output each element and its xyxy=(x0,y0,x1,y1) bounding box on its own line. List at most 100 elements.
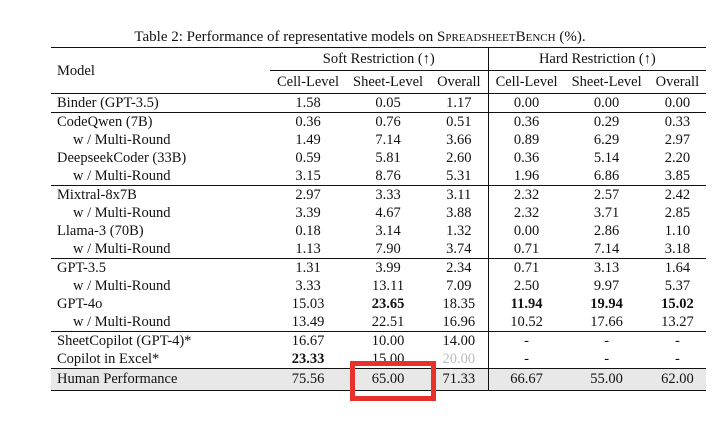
cell-value: 0.00 xyxy=(513,95,540,111)
table-row: w / Multi-Round 3.39 4.67 3.88 2.32 3.71… xyxy=(51,204,706,222)
model-name: Copilot in Excel* xyxy=(57,351,160,367)
table-row: Mixtral-8x7B 2.97 3.33 3.11 2.32 2.57 2.… xyxy=(51,185,707,204)
cell-value: 2.57 xyxy=(593,187,620,203)
cell-value: 18.35 xyxy=(430,295,489,313)
cell-value: 5.81 xyxy=(375,150,401,166)
table-row: w / Multi-Round 1.13 7.90 3.74 0.71 7.14… xyxy=(51,240,706,259)
table-row: SheetCopilot (GPT-4)* 16.67 10.00 14.00 … xyxy=(51,331,707,350)
model-name: GPT-3.5 xyxy=(57,260,107,276)
cell-value: 7.14 xyxy=(375,132,401,148)
cell-value: 0.36 xyxy=(295,114,321,130)
cell-value: 65.00 xyxy=(346,368,431,391)
cell-value: 0.18 xyxy=(295,223,321,239)
cell-value: 3.33 xyxy=(375,187,401,203)
cell-value: - xyxy=(524,351,529,367)
cell-value: 0.29 xyxy=(593,114,620,130)
model-name: w / Multi-Round xyxy=(73,205,171,221)
model-name: SheetCopilot (GPT-4)* xyxy=(57,333,192,349)
results-table: Model Soft Restriction (↑) Hard Restrict… xyxy=(51,47,707,391)
cell-value: 10.52 xyxy=(510,314,543,330)
table-row: Binder (GPT-3.5) 1.58 0.05 1.17 0.00 0.0… xyxy=(51,93,706,113)
header-hard-sheet: Sheet-Level xyxy=(564,70,649,94)
cell-value: 3.15 xyxy=(295,168,321,184)
model-name: w / Multi-Round xyxy=(73,314,171,330)
cell-value: 1.49 xyxy=(295,132,321,148)
cell-value: 3.74 xyxy=(430,240,489,259)
model-name: Human Performance xyxy=(51,368,270,391)
cell-value: 0.59 xyxy=(295,150,321,166)
cell-value: 0.36 xyxy=(513,114,540,130)
cell-value-highlighted: 71.33 xyxy=(430,368,489,391)
cell-value: 1.13 xyxy=(295,241,321,257)
cell-value: 3.11 xyxy=(430,185,489,204)
cell-value: 0.36 xyxy=(513,150,540,166)
cell-value: - xyxy=(674,333,680,349)
table-caption: Table 2: Performance of representative m… xyxy=(0,29,720,46)
cell-value: 3.33 xyxy=(295,278,321,294)
cell-value: 66.67 xyxy=(488,368,565,391)
cell-value: 5.31 xyxy=(430,167,489,186)
cell-value: 1.31 xyxy=(295,260,321,276)
cell-value: 0.76 xyxy=(375,114,401,130)
cell-value: 2.42 xyxy=(664,187,691,203)
cell-value: 3.88 xyxy=(430,204,489,222)
cell-value: 14.00 xyxy=(430,331,489,350)
cell-value: 10.00 xyxy=(371,333,405,349)
cell-value: 1.58 xyxy=(295,95,321,111)
cell-value: 7.14 xyxy=(593,241,620,257)
header-soft-overall: Overall xyxy=(430,70,489,94)
model-name: w / Multi-Round xyxy=(73,132,171,148)
cell-value: 1.17 xyxy=(430,93,489,113)
cell-value: 3.14 xyxy=(375,223,401,239)
table-row: DeepseekCoder (33B) 0.59 5.81 2.60 0.36 … xyxy=(51,149,706,167)
table-row: Llama-3 (70B) 0.18 3.14 1.32 0.00 2.86 1… xyxy=(51,222,706,240)
cell-value: 22.51 xyxy=(371,314,405,330)
cell-value: 3.71 xyxy=(593,205,620,221)
cell-value: 3.18 xyxy=(664,241,691,257)
cell-value: 1.10 xyxy=(664,223,691,239)
cell-value: 0.33 xyxy=(664,114,691,130)
cell-value: - xyxy=(604,351,610,367)
header-hard-overall: Overall xyxy=(648,70,707,94)
table-row-human: Human Performance 75.56 65.00 71.33 66.6… xyxy=(51,368,707,391)
cell-value: 16.96 xyxy=(430,313,489,332)
cell-value: 2.34 xyxy=(430,258,489,277)
cell-value-best: 19.94 xyxy=(590,296,623,312)
model-name: CodeQwen (7B) xyxy=(57,114,153,130)
cell-value-best: 15.02 xyxy=(661,296,694,312)
cell-value: 0.71 xyxy=(513,241,540,257)
cell-value: 3.39 xyxy=(295,205,321,221)
header-hard-restriction: Hard Restriction (↑) xyxy=(488,47,707,71)
cell-value: 17.66 xyxy=(590,314,623,330)
cell-value: 2.97 xyxy=(295,187,321,203)
cell-value: 2.60 xyxy=(430,149,489,167)
cell-value: 2.32 xyxy=(513,205,540,221)
header-model: Model xyxy=(51,47,270,94)
cell-value: 1.96 xyxy=(513,168,540,184)
cell-value: - xyxy=(604,333,610,349)
cell-value: 0.00 xyxy=(513,223,540,239)
cell-value: 13.11 xyxy=(372,278,405,294)
cell-value-occluded: 20.00 xyxy=(430,350,489,369)
table-row: w / Multi-Round 1.49 7.14 3.66 0.89 6.29… xyxy=(51,131,706,149)
cell-value: 3.85 xyxy=(664,168,691,184)
header-hard-cell: Cell-Level xyxy=(488,70,565,94)
model-name: DeepseekCoder (33B) xyxy=(57,150,187,166)
cell-value: 1.64 xyxy=(664,260,691,276)
table-row: w / Multi-Round 3.15 8.76 5.31 1.96 6.86… xyxy=(51,167,706,186)
cell-value-best: 23.33 xyxy=(291,351,325,367)
cell-value: 6.29 xyxy=(593,132,620,148)
cell-value: 7.09 xyxy=(430,277,489,295)
cell-value: 2.32 xyxy=(513,187,540,203)
model-name: GPT-4o xyxy=(57,296,103,312)
cell-value-best: 11.94 xyxy=(510,296,543,312)
cell-value: 2.97 xyxy=(664,132,691,148)
model-name: w / Multi-Round xyxy=(73,241,171,257)
cell-value: 3.13 xyxy=(593,260,620,276)
cell-value: 1.32 xyxy=(430,222,489,240)
benchmark-name: SpreadsheetBench xyxy=(437,29,556,45)
cell-value: 2.86 xyxy=(593,223,620,239)
caption-suffix: (%). xyxy=(555,29,586,45)
cell-value: 5.37 xyxy=(664,278,691,294)
header-soft-restriction: Soft Restriction (↑) xyxy=(270,47,489,71)
